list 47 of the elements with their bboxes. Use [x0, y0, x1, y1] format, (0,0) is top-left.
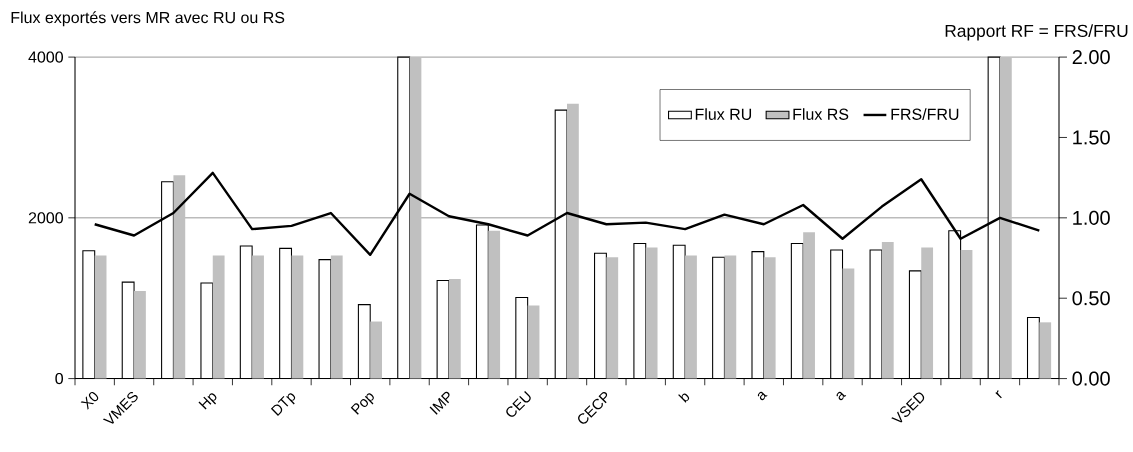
x-tick-label: a: [757, 391, 768, 401]
bar: [685, 255, 697, 379]
y2-tick-label: 1.50: [1073, 130, 1110, 145]
bar: [94, 255, 107, 379]
bar: [645, 247, 658, 379]
x-tick-label: X0: [80, 391, 99, 410]
bar: [527, 305, 540, 379]
bar: [448, 278, 461, 379]
x-tick-label: DTp: [270, 393, 296, 416]
y2-axis-title: Rapport RF = FRS/FRU: [945, 24, 1128, 41]
bar: [212, 255, 225, 379]
bar: [1039, 322, 1052, 379]
y2-tick-label: 0.50: [1072, 291, 1110, 306]
legend-label: Flux RS: [793, 108, 849, 120]
y2-tick-label: 0.00: [1072, 371, 1110, 386]
y-tick-label: 2000: [28, 212, 64, 224]
bar: [881, 241, 894, 379]
legend-label: Flux RU: [695, 108, 752, 120]
bar: [724, 255, 737, 379]
bar: [291, 255, 304, 379]
bar: [567, 103, 579, 379]
bar: [173, 175, 186, 379]
y-tick-label: 4000: [28, 51, 64, 63]
bar: [409, 57, 422, 379]
bar: [252, 255, 264, 379]
bar: [842, 268, 855, 379]
bar: [330, 255, 343, 379]
bar: [960, 249, 973, 379]
bar: [370, 321, 383, 379]
bar: [921, 247, 934, 379]
x-tick-label: IMP: [429, 391, 450, 415]
x-tick-label: a: [836, 391, 847, 401]
bar: [134, 290, 146, 379]
bar: [803, 232, 815, 379]
y2-tick-label: 2.00: [1072, 50, 1110, 65]
x-tick-label: b: [678, 393, 690, 403]
y-axis-title: Flux exportés vers MR avec RU ou RS: [11, 11, 285, 27]
x-tick-label: Pop: [350, 393, 374, 415]
x-tick-label: Hp: [198, 393, 217, 410]
legend-label: FRS/FRU: [891, 108, 959, 120]
bar: [488, 230, 501, 379]
y-tick-label: 0: [55, 372, 64, 385]
bar: [763, 257, 776, 379]
bar: [606, 257, 619, 379]
x-tick-label: r: [995, 390, 1002, 399]
y2-tick-label: 1.00: [1073, 210, 1110, 225]
bar: [999, 57, 1012, 379]
